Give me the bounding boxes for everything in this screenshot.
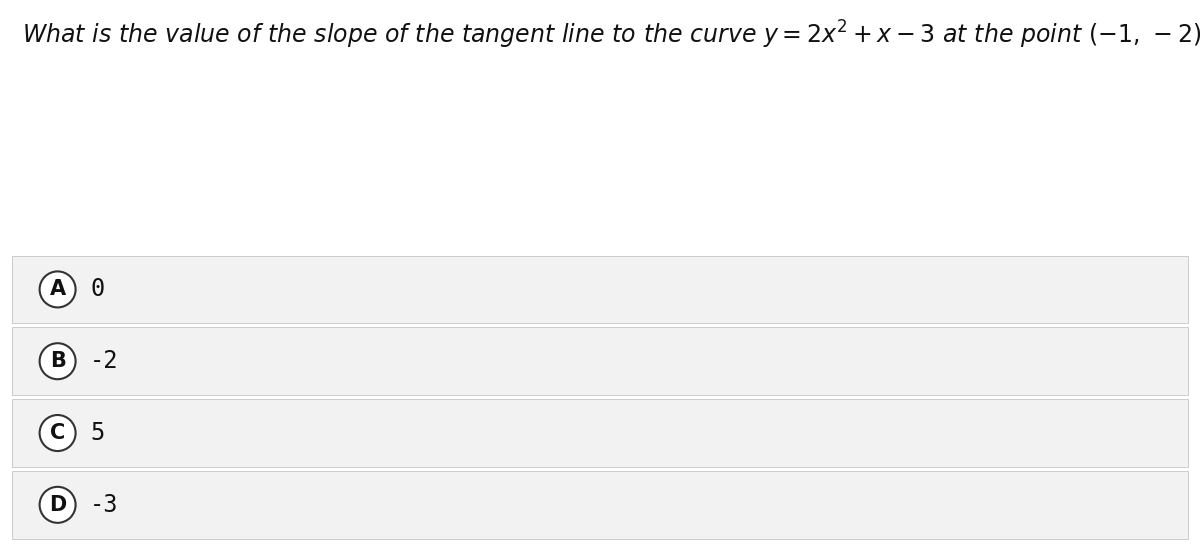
- Text: A: A: [49, 280, 66, 299]
- Ellipse shape: [40, 271, 76, 307]
- Ellipse shape: [40, 343, 76, 379]
- Ellipse shape: [40, 415, 76, 451]
- Text: 0: 0: [90, 277, 104, 301]
- Text: $\mathit{What\ is\ the\ value\ of\ the\ slope\ of\ the\ tangent\ line\ to\ the\ : $\mathit{What\ is\ the\ value\ of\ the\ …: [22, 19, 1200, 51]
- Text: B: B: [49, 351, 66, 371]
- Text: -2: -2: [90, 349, 119, 373]
- Text: 5: 5: [90, 421, 104, 445]
- FancyBboxPatch shape: [12, 256, 1188, 323]
- FancyBboxPatch shape: [12, 471, 1188, 539]
- Text: D: D: [49, 495, 66, 515]
- Ellipse shape: [40, 487, 76, 523]
- Text: C: C: [50, 423, 65, 443]
- FancyBboxPatch shape: [12, 327, 1188, 395]
- FancyBboxPatch shape: [12, 399, 1188, 467]
- Text: -3: -3: [90, 493, 119, 517]
